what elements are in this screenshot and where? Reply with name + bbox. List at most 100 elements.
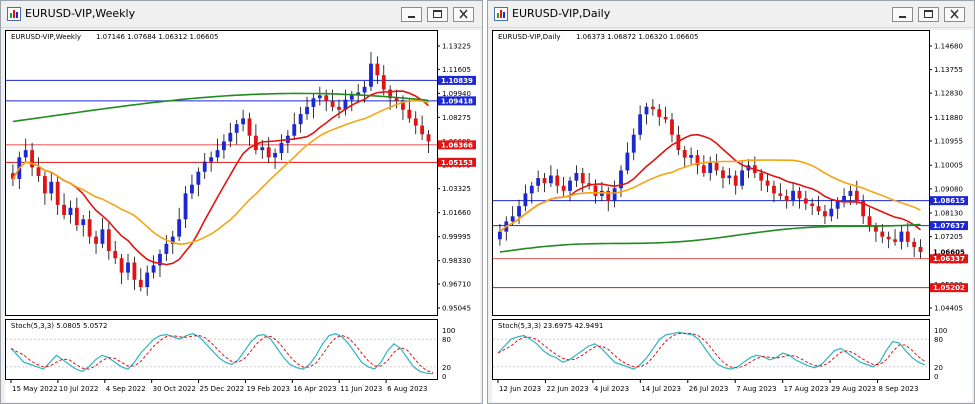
candle-body	[292, 124, 297, 136]
chart-window-icon	[494, 7, 508, 21]
candle-body	[62, 204, 66, 215]
candle-body	[305, 106, 309, 115]
minimize-button[interactable]	[401, 7, 422, 22]
daily-stoch-label: Stoch(5,3,3) 23.6975 42.9491	[498, 322, 603, 330]
daily-window-title: EURUSD-VIP,Daily	[512, 7, 611, 20]
price-tick-label: 1.12830	[934, 90, 963, 98]
candle-body	[842, 195, 846, 202]
time-tick-label: 6 Aug 2023	[387, 385, 427, 393]
time-tick-label: 22 Jun 2023	[546, 385, 588, 393]
close-button[interactable]	[944, 7, 965, 22]
candle-body	[759, 172, 764, 181]
candle-body	[561, 185, 566, 191]
time-tick-label: 30 Oct 2022	[153, 385, 196, 393]
weekly-chart-window[interactable]: EURUSD-VIP,Weekly EURUSD-VIP,Weekly 1.07…	[0, 0, 483, 404]
time-tick-label: 17 Aug 2023	[784, 385, 829, 393]
daily-chart-window[interactable]: EURUSD-VIP,Daily EURUSD-VIP,Daily 1.0637…	[487, 0, 975, 404]
weekly-title-bar[interactable]: EURUSD-VIP,Weekly	[1, 1, 482, 28]
price-marker	[438, 157, 476, 167]
candle-body	[362, 86, 367, 93]
daily-ohlc-values: 1.06373 1.06872 1.06320 1.06605	[576, 33, 698, 41]
candle-body	[349, 95, 354, 100]
candle-body	[625, 152, 630, 171]
price-tick-label: 0.96710	[442, 281, 471, 289]
candle-body	[222, 141, 226, 151]
candle-body	[619, 170, 623, 189]
candle-body	[30, 150, 35, 168]
candle-body	[196, 171, 201, 185]
daily-chart[interactable]: EURUSD-VIP,Daily 1.06373 1.06872 1.06320…	[492, 30, 972, 402]
candle-body	[426, 134, 431, 142]
stoch-tick-label: 20	[442, 364, 451, 372]
candle-body	[536, 178, 541, 186]
daily-price-axis: 1.14680 1.13755 1.12830 1.11880 1.10955 1.100…	[929, 43, 968, 313]
candle-body	[905, 231, 910, 242]
candle-body	[727, 175, 732, 179]
price-tick-label: 1.10005	[934, 162, 963, 170]
stoch-tick-label: 100	[442, 327, 455, 335]
candle-body	[113, 251, 118, 259]
price-marker	[930, 247, 968, 257]
candle-body	[100, 229, 105, 244]
price-marker-label: 1.05202	[933, 284, 965, 292]
time-tick-label: 16 Apr 2023	[293, 385, 336, 393]
time-tick-label: 12 Jun 2023	[499, 385, 541, 393]
candle-body	[848, 190, 853, 196]
candle-body	[247, 118, 252, 136]
daily-stoch-panel[interactable]	[492, 319, 930, 380]
candle-body	[330, 101, 335, 107]
candle-body	[177, 219, 182, 237]
weekly-time-axis: 15 May 2022 10 Jul 2022 4 Sep 2022 30 Oct 2…	[10, 380, 428, 393]
candle-body	[631, 134, 636, 153]
candle-body	[606, 190, 611, 202]
time-tick-label: 14 Jul 2023	[641, 385, 681, 393]
candle-body	[407, 109, 412, 119]
candle-body	[151, 265, 156, 273]
price-tick-label: 0.99995	[442, 233, 471, 241]
candle-body	[401, 101, 405, 110]
candle-body	[132, 262, 137, 280]
candle-body	[548, 175, 553, 184]
price-tick-label: 1.01660	[442, 209, 471, 217]
candle-body	[835, 201, 840, 209]
candle-body	[55, 181, 60, 205]
price-marker-label: 1.06337	[933, 255, 965, 263]
candle-body	[657, 109, 662, 117]
price-tick-label: 1.08130	[934, 210, 963, 218]
minimize-button[interactable]	[892, 7, 913, 22]
weekly-chart[interactable]: EURUSD-VIP,Weekly 1.07146 1.07684 1.0631…	[5, 30, 480, 402]
candle-body	[765, 180, 770, 186]
candle-body	[733, 175, 738, 186]
candle-body	[68, 207, 73, 215]
candle-body	[593, 185, 598, 196]
candle-body	[190, 184, 194, 194]
moving-average-line	[12, 99, 429, 246]
maximize-button[interactable]	[427, 7, 448, 22]
stoch-tick-label: 100	[934, 327, 947, 335]
candle-body	[126, 262, 130, 273]
candle-body	[49, 181, 54, 194]
candle-body	[119, 258, 124, 273]
candle-body	[11, 173, 15, 179]
candle-body	[714, 162, 719, 171]
daily-stochastic-lines	[493, 331, 929, 370]
maximize-button[interactable]	[918, 7, 939, 22]
weekly-window-title: EURUSD-VIP,Weekly	[25, 7, 136, 20]
daily-price-panel[interactable]	[492, 30, 930, 316]
time-tick-label: 19 Feb 2023	[246, 385, 290, 393]
candle-body	[343, 99, 348, 110]
candle-body	[829, 208, 834, 217]
weekly-price-panel[interactable]	[5, 30, 438, 316]
price-tick-label: 1.14680	[934, 43, 963, 51]
candle-body	[797, 190, 802, 199]
close-button[interactable]	[453, 7, 474, 22]
price-marker-label: 1.08615	[933, 197, 965, 205]
price-tick-label: 1.09940	[442, 90, 471, 98]
price-tick-label: 0.98330	[442, 257, 471, 265]
candle-body	[708, 162, 713, 173]
candle-body	[784, 195, 789, 202]
daily-title-bar[interactable]: EURUSD-VIP,Daily	[488, 1, 974, 28]
price-tick-label: 1.03325	[442, 185, 471, 193]
